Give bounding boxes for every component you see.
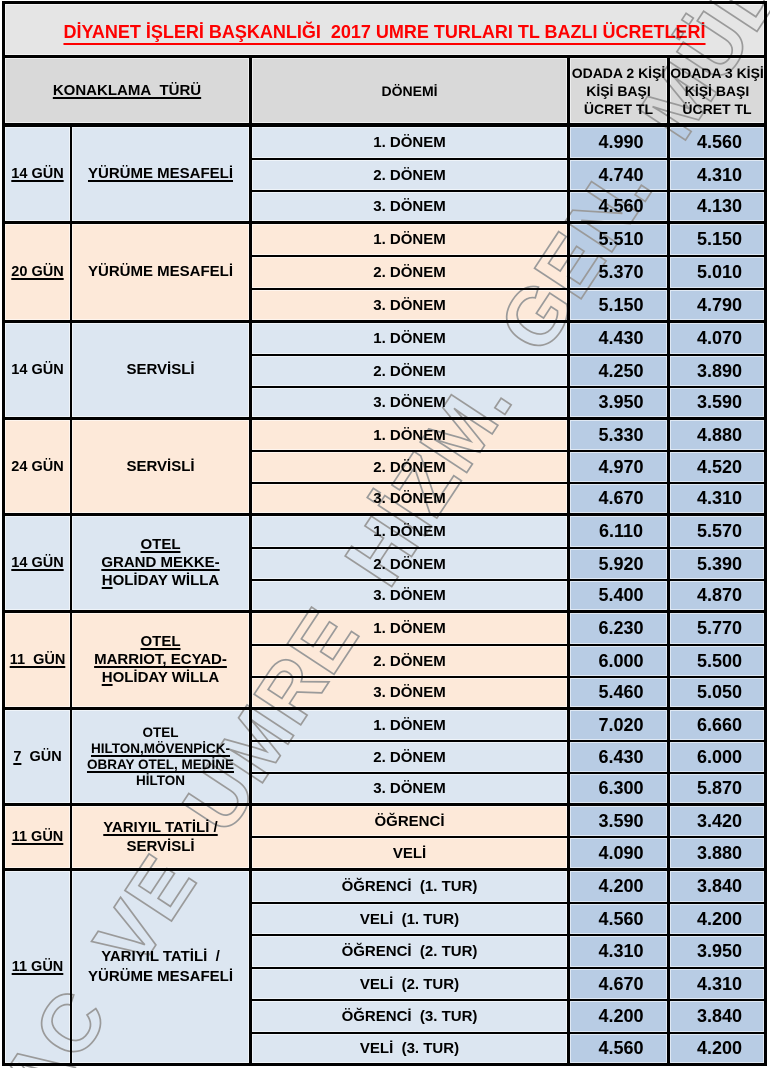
svg-text:HAC VE UMRE HİZM. GEN. MÜ: HAC VE UMRE HİZM. GEN. MÜD. xyxy=(0,0,770,1068)
